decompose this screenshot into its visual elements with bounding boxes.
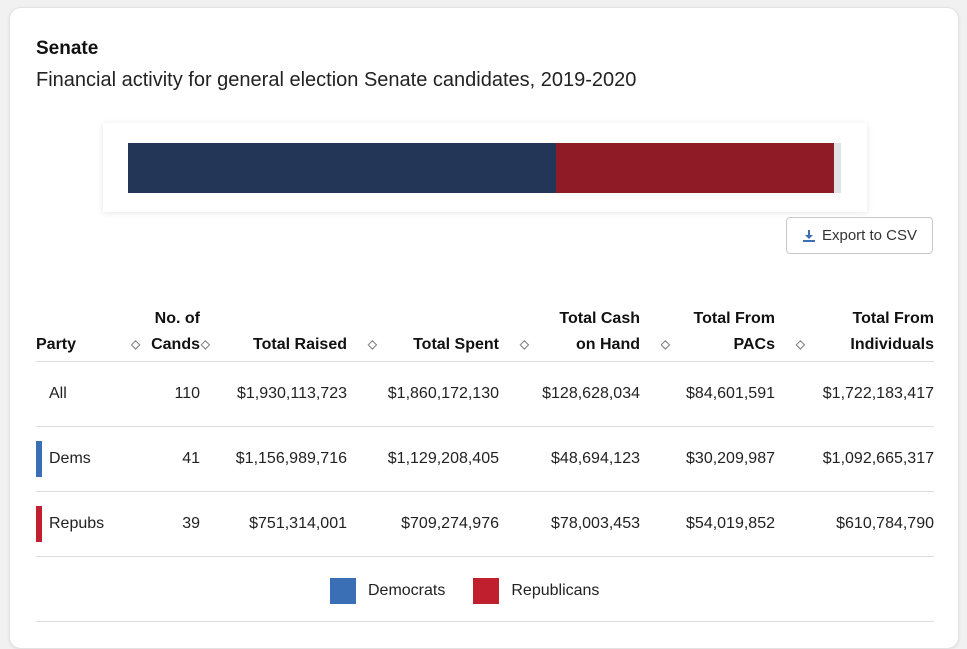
col-pacs[interactable]: ◇ Total From PACs	[640, 298, 775, 362]
col-raised-label: Total Raised	[253, 336, 347, 353]
col-spent-label: Total Spent	[413, 336, 499, 353]
senate-card: Senate Financial activity for general el…	[9, 7, 959, 649]
financial-table: Party ◇ No. of Cands ◇ Total Raised ◇ Total …	[36, 298, 934, 557]
page-subtitle: Financial activity for general election …	[36, 69, 637, 91]
sort-icon[interactable]: ◇	[131, 337, 141, 351]
col-spent[interactable]: ◇ Total Spent	[347, 298, 499, 362]
legend-label: Republicans	[511, 582, 600, 599]
pacs-cell: $84,601,591	[640, 361, 775, 427]
pacs-cell: $30,209,987	[640, 426, 775, 492]
indiv-cell: $1,092,665,317	[775, 426, 934, 492]
indiv-cell: $1,722,183,417	[775, 361, 934, 427]
table-row: All 110 $1,930,113,723 $1,860,172,130 $1…	[36, 361, 934, 427]
raised-cell: $1,930,113,723	[200, 361, 347, 427]
indiv-cell: $610,784,790	[775, 491, 934, 557]
col-indiv-label: Total From Individuals	[850, 310, 934, 353]
sort-icon[interactable]: ◇	[795, 337, 805, 351]
legend-item-democrats: Democrats	[330, 578, 445, 604]
cands-cell: 41	[141, 426, 200, 492]
cands-cell: 110	[141, 361, 200, 427]
legend-label: Democrats	[368, 582, 446, 599]
spent-cell: $1,129,208,405	[347, 426, 499, 492]
bar-segment-republicans	[555, 143, 834, 193]
col-party[interactable]: Party ◇	[36, 298, 141, 362]
table-row: Dems 41 $1,156,989,716 $1,129,208,405 $4…	[36, 426, 934, 492]
export-csv-button[interactable]: Export to CSV	[786, 217, 933, 254]
sort-icon[interactable]: ◇	[519, 337, 529, 351]
col-raised[interactable]: ◇ Total Raised	[200, 298, 347, 362]
party-cell: All	[36, 361, 141, 427]
party-marker	[36, 376, 42, 412]
table-row: Repubs 39 $751,314,001 $709,274,976 $78,…	[36, 491, 934, 557]
page-title: Senate	[36, 38, 99, 59]
col-cash-label: Total Cash on Hand	[559, 310, 640, 353]
col-cands-label: No. of Cands	[151, 310, 200, 353]
sort-icon[interactable]: ◇	[660, 337, 670, 351]
legend-swatch	[330, 578, 356, 604]
party-name: All	[49, 385, 67, 402]
export-csv-label: Export to CSV	[821, 227, 918, 244]
party-share-bar	[128, 143, 841, 193]
party-cell: Repubs	[36, 491, 141, 557]
divider	[36, 621, 934, 622]
bar-segment-democrats	[128, 143, 556, 193]
raised-cell: $751,314,001	[200, 491, 347, 557]
spent-cell: $1,860,172,130	[347, 361, 499, 427]
cands-cell: 39	[141, 491, 200, 557]
cash-cell: $48,694,123	[499, 426, 640, 492]
col-pacs-label: Total From PACs	[693, 310, 775, 353]
party-marker	[36, 506, 42, 542]
col-cash[interactable]: ◇ Total Cash on Hand	[499, 298, 640, 362]
legend: Democrats Republicans	[330, 578, 627, 604]
sort-icon[interactable]: ◇	[200, 337, 210, 351]
raised-cell: $1,156,989,716	[200, 426, 347, 492]
cash-cell: $78,003,453	[499, 491, 640, 557]
col-indiv[interactable]: ◇ Total From Individuals	[775, 298, 934, 362]
sort-icon[interactable]: ◇	[367, 337, 377, 351]
cash-cell: $128,628,034	[499, 361, 640, 427]
table-header-row: Party ◇ No. of Cands ◇ Total Raised ◇ Total …	[36, 298, 934, 362]
col-party-label: Party	[36, 336, 77, 353]
pacs-cell: $54,019,852	[640, 491, 775, 557]
party-marker	[36, 441, 42, 477]
party-share-chart	[103, 123, 867, 212]
party-name: Dems	[49, 450, 91, 467]
party-cell: Dems	[36, 426, 141, 492]
legend-swatch	[473, 578, 500, 604]
party-name: Repubs	[49, 515, 105, 532]
download-icon	[802, 229, 816, 243]
spent-cell: $709,274,976	[347, 491, 499, 557]
col-cands[interactable]: No. of Cands	[141, 298, 200, 362]
legend-item-republicans: Republicans	[473, 578, 599, 604]
